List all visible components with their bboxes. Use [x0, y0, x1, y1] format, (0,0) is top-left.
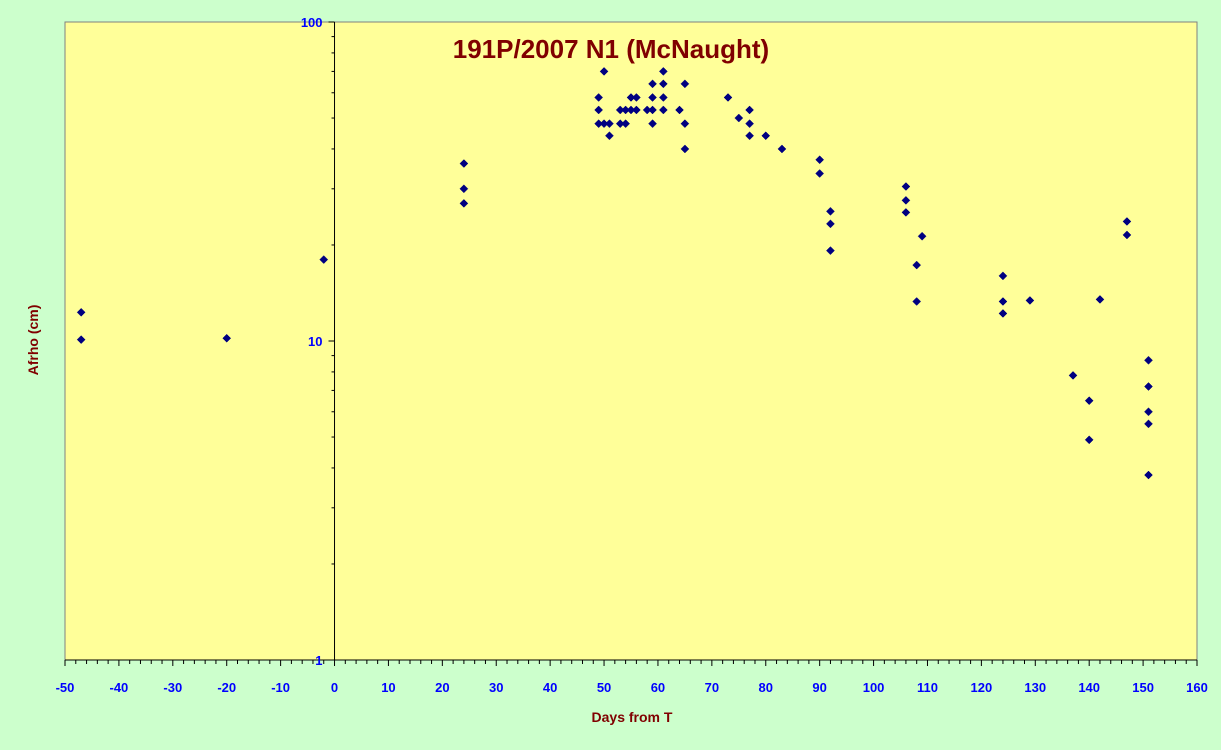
data-point [594, 105, 604, 115]
data-point [658, 105, 668, 115]
data-point [1095, 295, 1105, 304]
x-tick-label: -30 [163, 680, 182, 695]
data-point [319, 255, 329, 264]
x-tick-label: 40 [543, 680, 557, 695]
y-tick-label: 10 [308, 334, 322, 349]
x-tick-label: 150 [1132, 680, 1154, 695]
data-point [632, 105, 641, 115]
data-point [723, 93, 733, 102]
data-point [605, 119, 614, 129]
data-point [1144, 355, 1153, 365]
axes: -50 -40 -30 -20 -10 0 10 20 30 40 50 60 70 80 90 100 110… [56, 15, 1208, 695]
x-tick-label: 120 [971, 680, 993, 695]
x-tick-label: 20 [435, 680, 449, 695]
data-point [901, 195, 911, 205]
x-tick-label: 70 [705, 680, 719, 695]
data-point [680, 144, 690, 154]
data-point [912, 297, 922, 306]
data-point [1084, 435, 1094, 445]
data-point [1084, 396, 1094, 406]
data-point [1025, 296, 1035, 305]
x-tick-label: 30 [489, 680, 503, 695]
data-point [1144, 407, 1153, 417]
data-point [648, 93, 657, 102]
x-tick-label: -10 [271, 680, 290, 695]
x-tick-label: 90 [812, 680, 826, 695]
data-point [1122, 230, 1132, 240]
data-point [648, 119, 657, 129]
data-point [777, 144, 787, 154]
data-point [459, 159, 469, 168]
data-point [459, 199, 469, 208]
data-point [594, 93, 604, 102]
data-point [745, 105, 754, 115]
x-tick-label: 130 [1024, 680, 1046, 695]
data-point [648, 79, 657, 89]
data-point [632, 93, 641, 102]
x-tick-label: 0 [331, 680, 338, 695]
data-point [658, 93, 668, 102]
data-point [76, 335, 86, 344]
data-point [658, 67, 668, 76]
data-point [826, 206, 835, 216]
plot-area [64, 21, 1198, 661]
data-point [675, 105, 684, 115]
data-point [761, 131, 771, 141]
x-tick-label: 50 [597, 680, 611, 695]
data-point [76, 307, 86, 317]
x-tick-label: 110 [917, 680, 938, 695]
data-point [815, 169, 825, 178]
x-tick-label: 60 [651, 680, 665, 695]
data-point [680, 79, 690, 89]
data-point [998, 309, 1008, 318]
data-point [1122, 217, 1132, 226]
x-tick-label: -50 [56, 680, 75, 695]
data-points [76, 67, 1153, 480]
y-tick-label: 1 [315, 653, 322, 668]
data-point [222, 333, 232, 343]
data-point [680, 119, 690, 129]
data-point [658, 79, 668, 89]
x-tick-label: 10 [381, 680, 395, 695]
data-point [648, 105, 657, 115]
data-point [815, 155, 825, 165]
x-tick-label: 100 [863, 680, 885, 695]
x-tick-label: 140 [1078, 680, 1100, 695]
chart-title: 191P/2007 N1 (McNaught) [453, 34, 769, 64]
data-point [1144, 470, 1153, 480]
data-point [599, 67, 609, 76]
x-tick-label: -20 [217, 680, 236, 695]
data-point [998, 297, 1008, 306]
data-point [901, 182, 911, 191]
data-point [605, 131, 614, 141]
data-point [1144, 419, 1153, 429]
data-point [1068, 371, 1078, 380]
y-tick-label: 100 [301, 15, 323, 30]
x-axis-title: Days from T [592, 709, 673, 725]
x-tick-label: 160 [1186, 680, 1208, 695]
data-point [459, 184, 469, 194]
y-axis-title: Afrho (cm) [25, 305, 41, 376]
data-point [745, 131, 754, 141]
data-point [826, 246, 835, 255]
data-point [1144, 382, 1153, 391]
x-tick-label: -40 [110, 680, 129, 695]
data-point [734, 113, 744, 123]
data-point [901, 208, 911, 217]
data-point [826, 219, 835, 229]
data-point [998, 271, 1008, 281]
data-point [745, 119, 754, 129]
x-tick-label: 80 [759, 680, 773, 695]
data-point [621, 119, 630, 129]
data-point [912, 260, 922, 270]
data-point [917, 231, 927, 241]
